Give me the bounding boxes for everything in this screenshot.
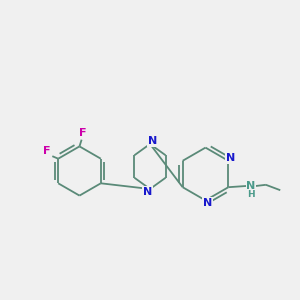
Text: H: H (247, 190, 255, 199)
Text: N: N (203, 198, 212, 208)
Text: N: N (148, 136, 157, 146)
Text: F: F (79, 128, 86, 138)
Text: F: F (43, 146, 50, 157)
Text: N: N (143, 187, 152, 197)
Text: N: N (226, 153, 235, 164)
Text: N: N (246, 181, 256, 191)
